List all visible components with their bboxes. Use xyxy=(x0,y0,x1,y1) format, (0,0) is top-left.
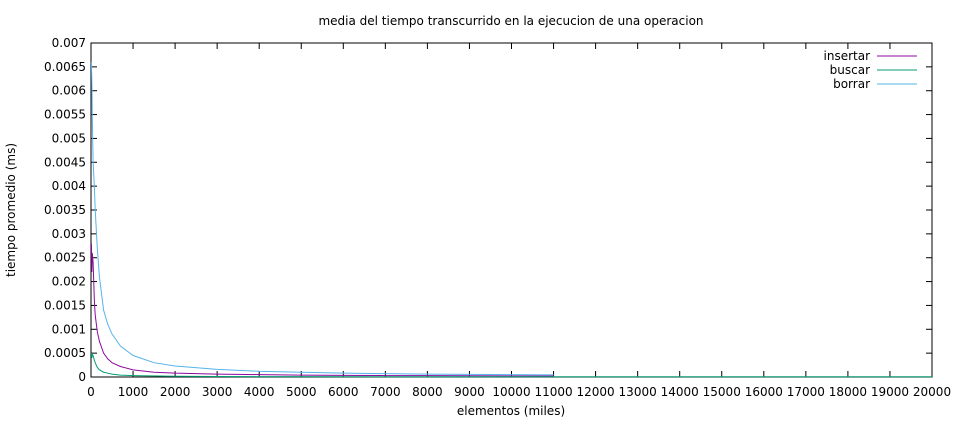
series-line-borrar xyxy=(90,62,554,376)
x-tick-label: 2000 xyxy=(160,385,191,399)
y-tick-label: 0.005 xyxy=(52,131,86,145)
x-tick-label: 7000 xyxy=(370,385,401,399)
y-tick-label: 0.0055 xyxy=(44,108,86,122)
x-tick-label: 18000 xyxy=(829,385,867,399)
x-tick-label: 1000 xyxy=(118,385,149,399)
x-tick-label: 14000 xyxy=(661,385,699,399)
chart-title: media del tiempo transcurrido en la ejec… xyxy=(318,14,703,28)
x-tick-label: 3000 xyxy=(202,385,233,399)
y-tick-label: 0.007 xyxy=(52,36,86,50)
x-tick-label: 8000 xyxy=(412,385,443,399)
legend-label: insertar xyxy=(824,49,871,63)
legend-label: buscar xyxy=(830,63,870,77)
series-line-insertar xyxy=(90,243,554,377)
y-tick-label: 0.0015 xyxy=(44,298,86,312)
x-tick-label: 20000 xyxy=(913,385,951,399)
x-tick-label: 13000 xyxy=(619,385,657,399)
y-tick-label: 0.001 xyxy=(52,322,86,336)
x-tick-label: 10000 xyxy=(492,385,530,399)
y-axis-title: tiempo promedio (ms) xyxy=(4,143,18,277)
y-tick-label: 0.0045 xyxy=(44,155,86,169)
x-tick-label: 19000 xyxy=(871,385,909,399)
y-tick-label: 0.0005 xyxy=(44,346,86,360)
x-tick-label: 5000 xyxy=(286,385,317,399)
x-tick-label: 9000 xyxy=(454,385,485,399)
y-tick-label: 0.0035 xyxy=(44,203,86,217)
y-tick-label: 0.004 xyxy=(52,179,86,193)
series-line-buscar xyxy=(90,352,932,378)
series-layer xyxy=(90,62,932,378)
x-tick-label: 12000 xyxy=(577,385,615,399)
y-axis: 0 0.0005 0.001 0.0015 0.002 0.0025 0.003 0.0035… xyxy=(44,36,932,384)
x-tick-label: 6000 xyxy=(328,385,359,399)
x-tick-label: 16000 xyxy=(745,385,783,399)
x-tick-label: 11000 xyxy=(534,385,572,399)
x-axis: 0 1000 2000 3000 4000 5000 6000 7000 8000 9000 100… xyxy=(87,43,951,399)
x-tick-label: 17000 xyxy=(787,385,825,399)
y-tick-label: 0.003 xyxy=(52,227,86,241)
plot-frame xyxy=(90,42,933,378)
y-tick-label: 0.002 xyxy=(52,275,86,289)
x-axis-title: elementos (miles) xyxy=(457,404,565,418)
x-tick-label: 15000 xyxy=(703,385,741,399)
x-tick-label: 4000 xyxy=(244,385,275,399)
y-tick-label: 0.0065 xyxy=(44,60,86,74)
x-tick-label: 0 xyxy=(87,385,95,399)
y-tick-label: 0.0025 xyxy=(44,251,86,265)
y-tick-label: 0.006 xyxy=(52,84,86,98)
legend-label: borrar xyxy=(833,77,870,91)
y-tick-label: 0 xyxy=(78,370,86,384)
